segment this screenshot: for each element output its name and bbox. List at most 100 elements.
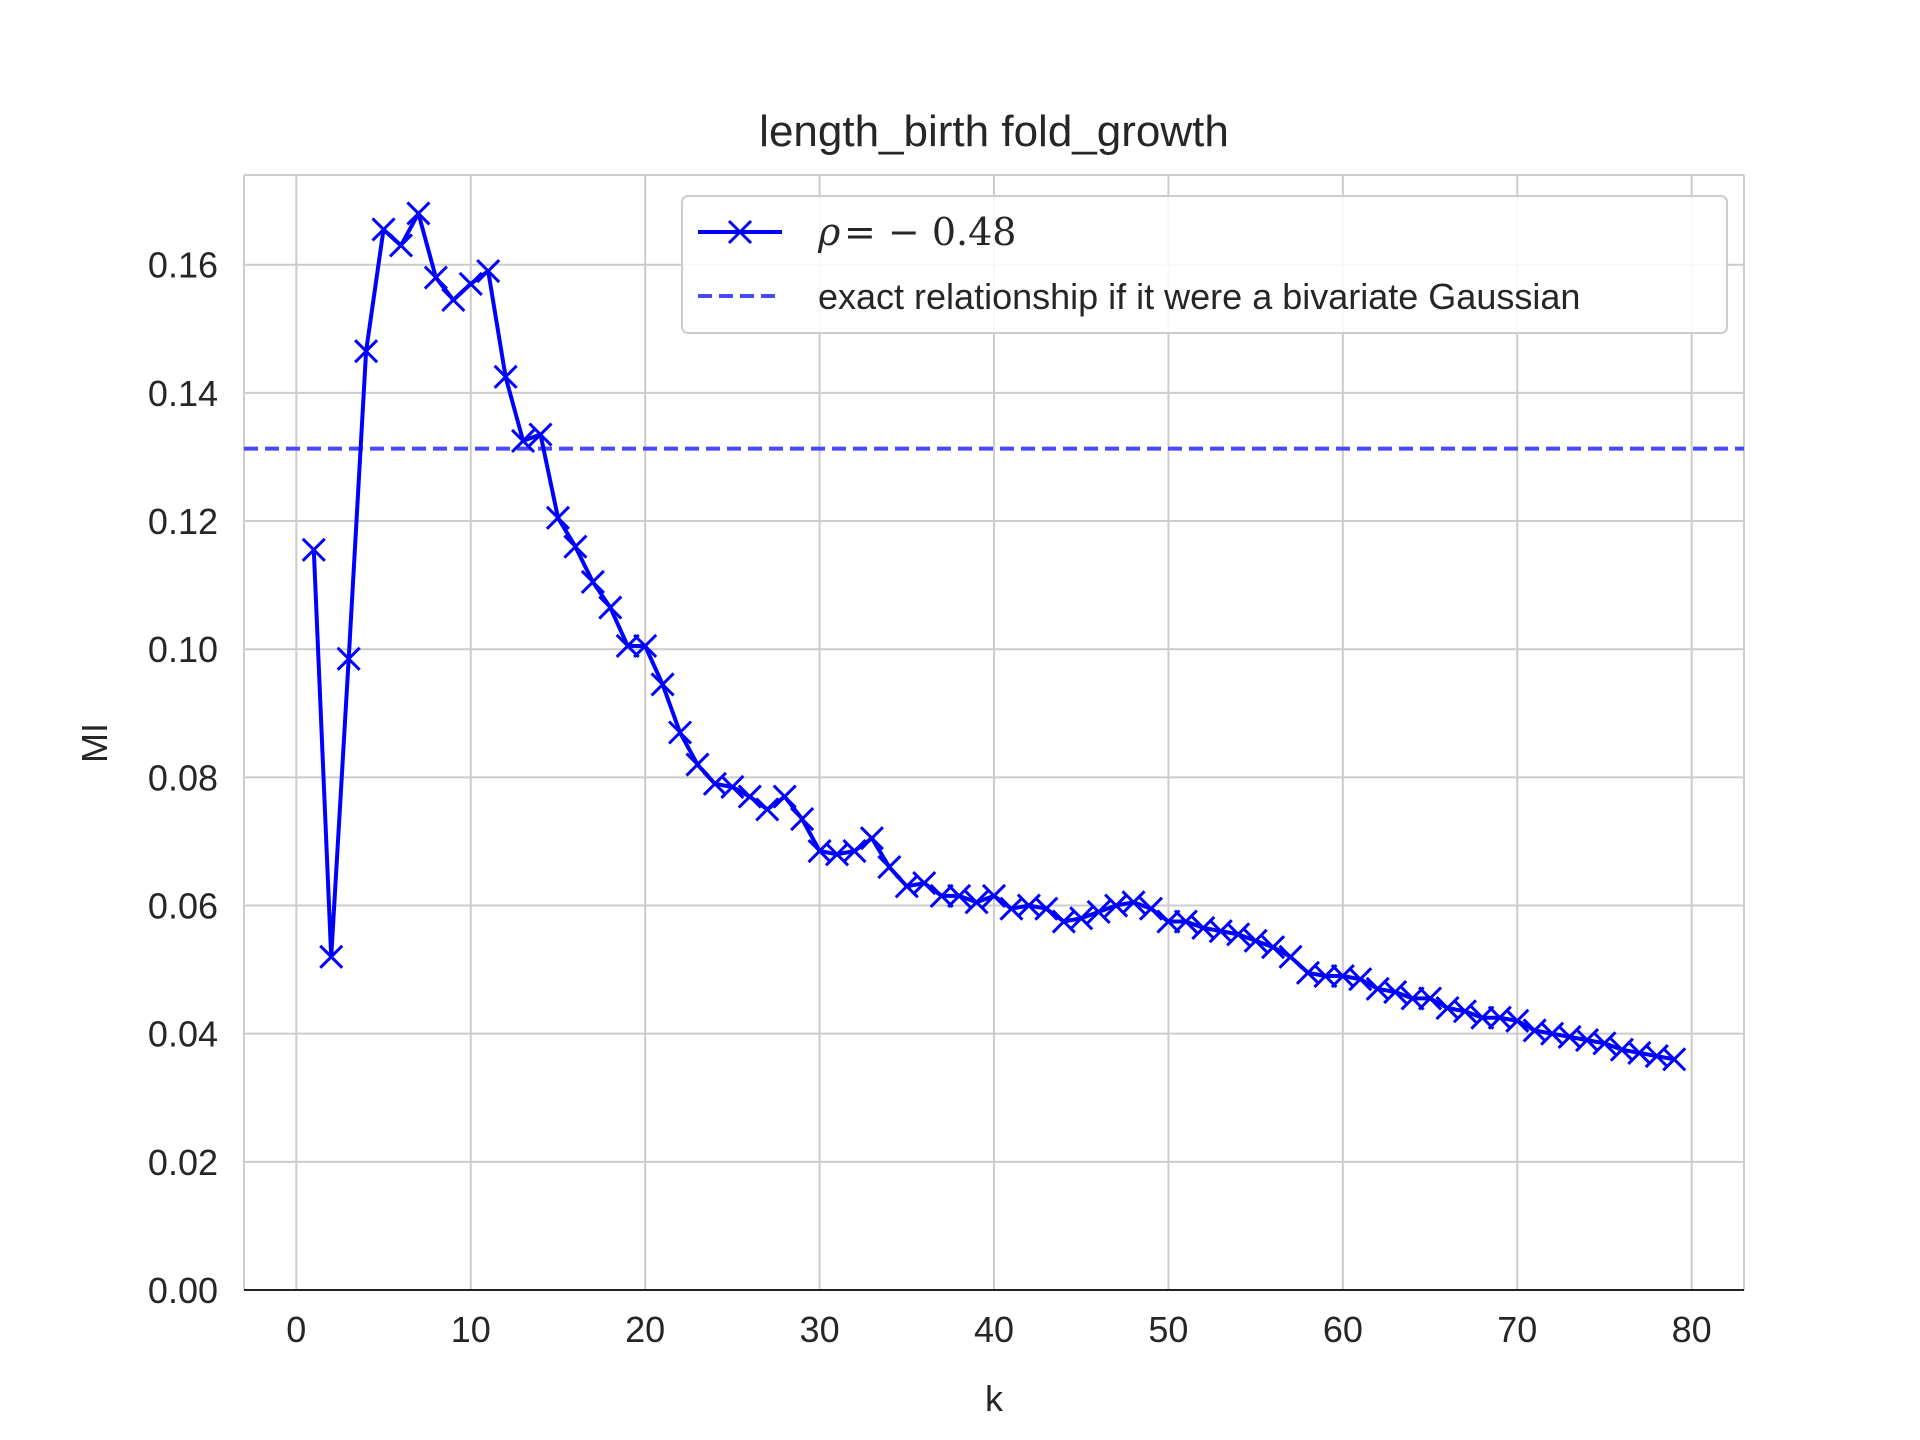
data-point-marker [1383,979,1408,1005]
marker-stroke [981,883,1007,908]
data-point-marker [388,233,414,258]
marker-stroke [1662,1047,1687,1072]
marker-stroke [301,537,326,562]
marker-stroke [1173,909,1198,934]
y-tick-label: 0.12 [148,501,218,542]
marker-stroke [842,838,867,864]
data-point-marker [755,797,780,822]
x-tick-label: 80 [1672,1309,1712,1350]
data-point-marker [1400,986,1425,1011]
data-point-marker [790,806,815,832]
marker-stroke [1226,922,1251,947]
data-point-marker [423,265,448,290]
marker-stroke [667,720,693,745]
data-point-marker [1261,935,1286,960]
marker-stroke [458,271,483,296]
x-tick-label: 70 [1497,1309,1537,1350]
marker-stroke [720,774,745,800]
legend: ρ = − 0.48 exact relationship if it were… [681,195,1728,334]
x-axis-label: k [985,1378,1004,1419]
data-point-marker [1452,999,1477,1024]
marker-stroke [1470,1005,1495,1030]
marker-stroke [388,233,414,258]
data-point-marker [1138,896,1164,921]
marker-stroke [1243,928,1268,953]
data-point-marker [545,505,571,530]
x-tick-label: 0 [286,1309,306,1350]
legend-x-marker [727,219,753,245]
marker-stroke [755,797,780,822]
marker-stroke [1452,999,1477,1024]
x-tick-label: 20 [625,1309,665,1350]
data-point-marker [615,633,640,659]
data-point-marker [981,883,1007,908]
data-point-marker [912,871,937,896]
marker-stroke [1051,909,1076,934]
marker-stroke [615,633,640,659]
marker-stroke [319,944,344,969]
data-point-marker [929,883,954,908]
marker-stroke [650,672,675,697]
marker-stroke [493,364,518,389]
marker-stroke [406,201,431,226]
y-axis-label: MI [74,723,115,763]
data-point-marker [580,569,605,594]
data-point-marker [1173,909,1198,934]
y-tick-label: 0.10 [148,629,218,670]
marker-stroke [1278,944,1303,969]
marker-stroke [1121,890,1146,915]
data-point-marker [1417,986,1443,1011]
marker-stroke [1261,935,1286,960]
data-point-marker [1226,922,1251,947]
y-tick-label: 0.04 [148,1014,218,1055]
marker-stroke [1313,963,1338,989]
data-point-marker [842,838,867,864]
x-axis-ticks: 0 10 20 30 40 50 60 70 80 [286,1309,1711,1350]
plot-frame [243,174,1745,1291]
marker-stroke [1417,986,1443,1011]
data-point-marker [1243,928,1268,953]
marker-stroke [336,646,361,671]
marker-stroke [598,595,623,620]
legend-reference-label: exact relationship if it were a bivariat… [818,276,1580,317]
marker-stroke [1383,979,1408,1005]
data-point-marker [737,784,762,809]
marker-stroke [423,265,448,290]
marker-stroke [1348,967,1373,992]
marker-stroke [545,505,571,530]
x-tick-label: 50 [1148,1309,1188,1350]
marker-stroke [528,422,553,447]
data-point-marker [964,890,989,915]
data-point-marker [458,271,483,296]
marker-stroke [580,569,605,594]
marker-stroke [737,784,762,809]
marker-stroke [859,826,884,851]
data-point-marker [1069,906,1094,931]
data-point-marker [667,720,693,745]
marker-stroke [772,784,797,809]
data-point-marker [598,595,623,620]
marker-stroke [511,428,536,453]
data-point-marker [1470,1005,1495,1030]
marker-stroke [999,896,1024,921]
data-point-marker [1348,967,1373,992]
data-point-marker [511,428,536,453]
data-point-marker [1592,1031,1617,1056]
data-point-marker [476,259,501,284]
data-point-marker [528,422,553,447]
x-tick-label: 10 [451,1309,491,1350]
data-series-group [301,201,1687,1072]
marker-stroke [633,633,658,659]
marker-stroke [1069,906,1094,931]
data-point-marker [1156,909,1181,934]
marker-stroke [1400,986,1425,1011]
marker-stroke [685,752,710,777]
data-point-marker [406,201,431,226]
legend-series-symbol: ρ [817,210,841,254]
data-point-marker [493,364,518,389]
data-point-marker [633,633,658,659]
x-tick-label: 60 [1323,1309,1363,1350]
marker-stroke [1138,896,1164,921]
